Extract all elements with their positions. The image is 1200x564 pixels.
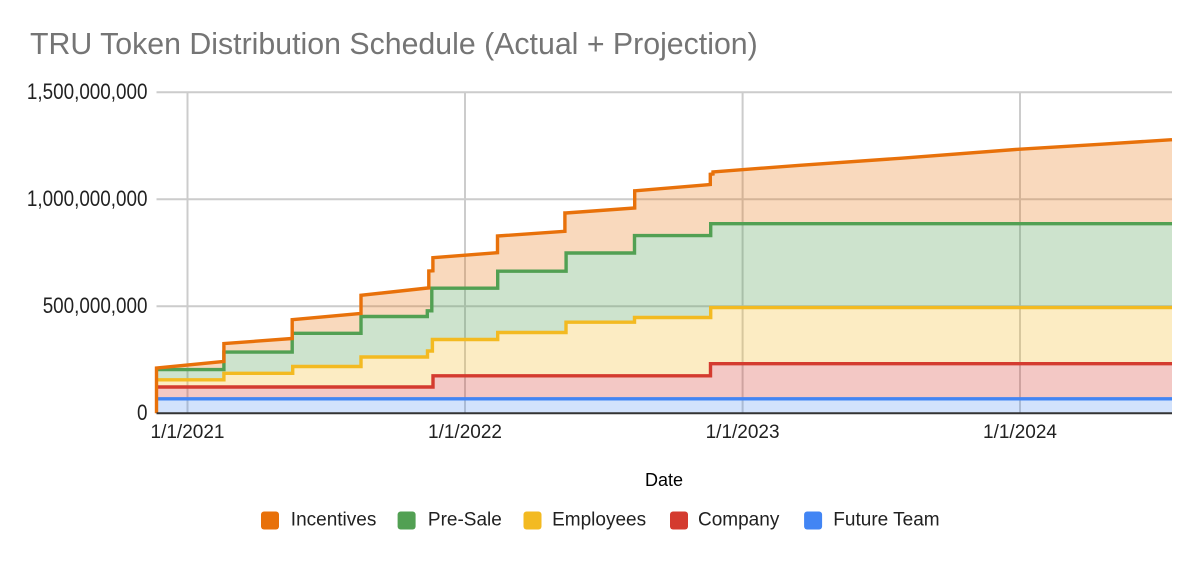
svg-text:TRU Token Distribution Schedul: TRU Token Distribution Schedule (Actual … [30, 28, 758, 61]
svg-text:Date: Date [645, 470, 683, 490]
svg-text:Incentives: Incentives [291, 510, 377, 531]
svg-text:Future Team: Future Team [833, 510, 939, 531]
svg-text:1/1/2024: 1/1/2024 [983, 422, 1057, 443]
svg-text:1/1/2023: 1/1/2023 [706, 422, 780, 443]
svg-text:Company: Company [698, 510, 780, 531]
svg-text:500,000,000: 500,000,000 [43, 293, 148, 318]
svg-text:0: 0 [137, 400, 148, 425]
svg-text:Employees: Employees [552, 510, 646, 531]
svg-text:1,000,000,000: 1,000,000,000 [27, 186, 148, 211]
svg-text:Pre-Sale: Pre-Sale [428, 510, 502, 531]
svg-text:1/1/2021: 1/1/2021 [151, 422, 225, 443]
svg-text:1/1/2022: 1/1/2022 [428, 422, 502, 443]
svg-text:1,500,000,000: 1,500,000,000 [27, 79, 148, 104]
